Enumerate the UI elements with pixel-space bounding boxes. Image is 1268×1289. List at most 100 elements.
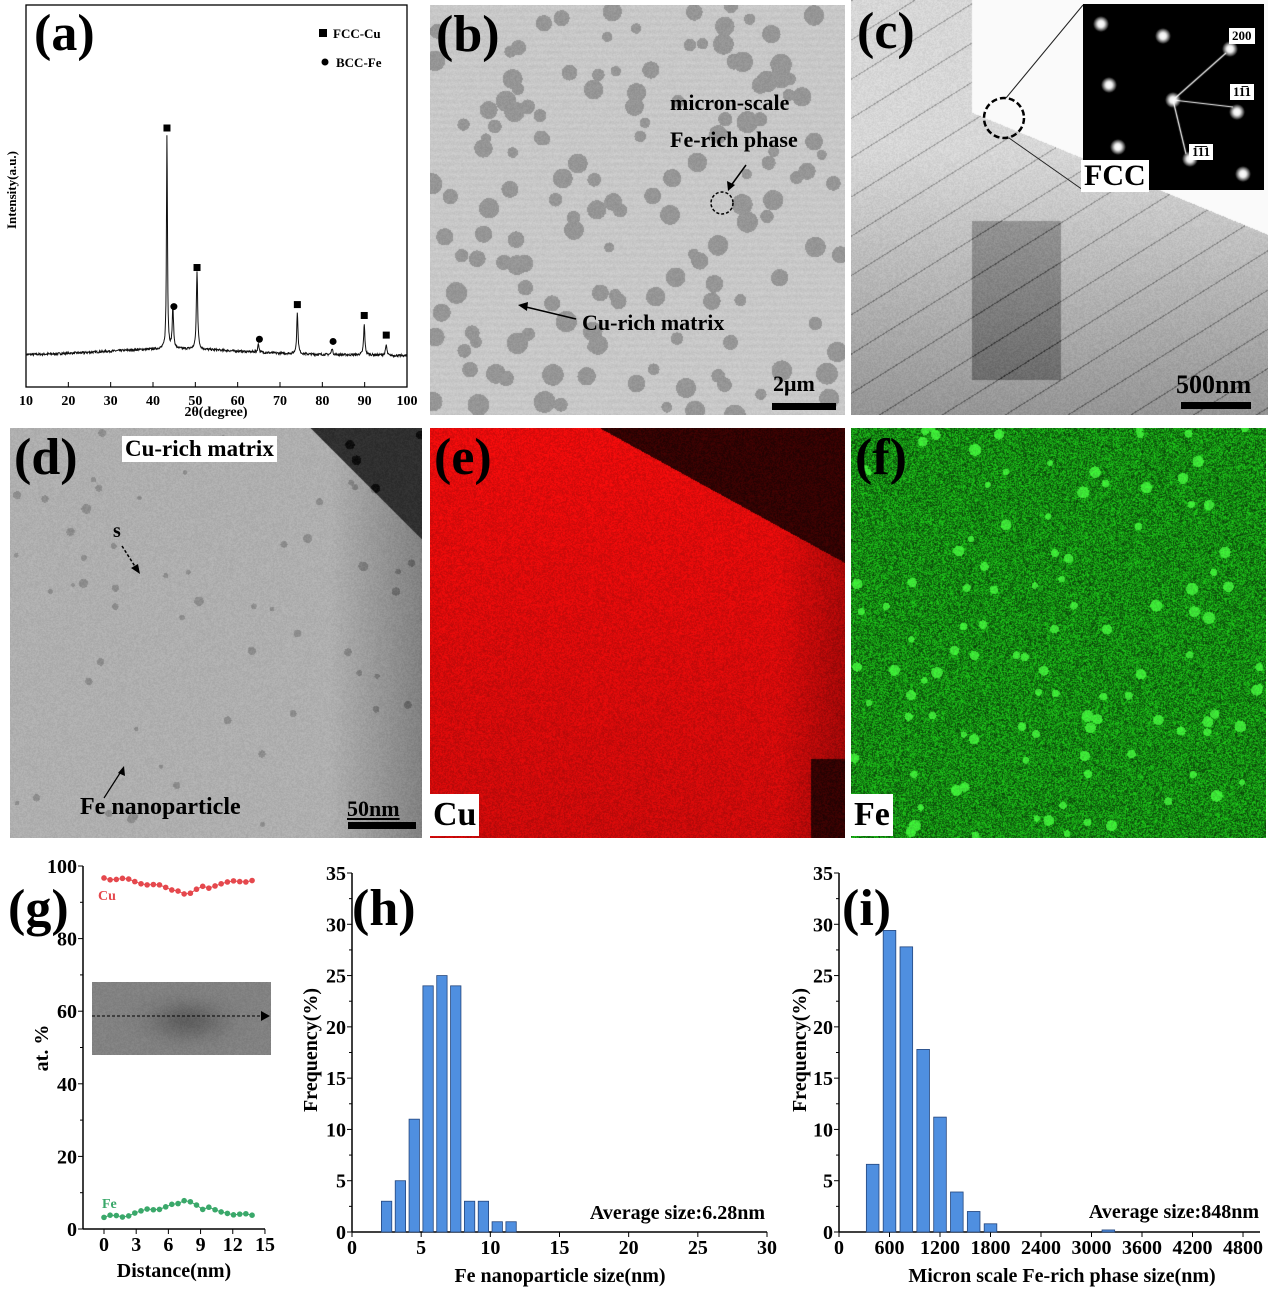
x-tick-label: 5 bbox=[416, 1237, 426, 1259]
y-tick-label: 30 bbox=[813, 914, 833, 936]
series-label-fe: Fe bbox=[102, 1197, 117, 1212]
data-point-fe bbox=[119, 1214, 126, 1220]
data-point-cu bbox=[181, 891, 187, 897]
arrow-head bbox=[118, 766, 125, 776]
x-tick-label: 60 bbox=[231, 394, 245, 409]
data-point-fe bbox=[206, 1204, 212, 1211]
y-tick-label: 80 bbox=[57, 929, 77, 951]
data-point-fe bbox=[218, 1209, 224, 1215]
data-point-fe bbox=[193, 1202, 200, 1208]
data-point-cu bbox=[187, 890, 194, 897]
x-tick-label: 6 bbox=[163, 1234, 173, 1256]
x-tick-label: 3 bbox=[131, 1234, 141, 1256]
annotation-cu-rich-matrix: Cu-rich matrix bbox=[582, 310, 725, 335]
x-tick-label: 15 bbox=[549, 1237, 569, 1259]
scale-bar-label: 500nm bbox=[1176, 370, 1252, 399]
data-point-fe bbox=[169, 1201, 175, 1208]
scale-bar bbox=[772, 403, 836, 410]
data-point-cu bbox=[144, 882, 150, 888]
arrow-head bbox=[518, 302, 528, 311]
y-tick-label: 35 bbox=[326, 863, 346, 885]
x-tick-label: 9 bbox=[196, 1234, 206, 1256]
y-tick-label: 100 bbox=[47, 856, 77, 878]
data-point-cu bbox=[218, 880, 224, 887]
x-tick-label: 3000 bbox=[1072, 1237, 1112, 1259]
data-point-fe bbox=[162, 1204, 169, 1210]
spot-label-200: 200 bbox=[1229, 28, 1255, 44]
spot-label-11-1: 11̅1 bbox=[1230, 84, 1255, 100]
eds-map-cu-panel-e: (e) Cu bbox=[430, 428, 845, 838]
y-tick-label: 20 bbox=[326, 1017, 346, 1039]
plot-frame bbox=[25, 4, 408, 388]
average-size-annotation-i: Average size:848nm bbox=[1089, 1201, 1259, 1223]
histogram-bar bbox=[394, 1180, 407, 1233]
series-line-cu bbox=[103, 877, 253, 895]
x-tick-label: 15 bbox=[255, 1234, 275, 1256]
legend-entry-bcc-fe: BCC-Fe bbox=[336, 55, 382, 70]
series-line-fe bbox=[103, 1200, 253, 1218]
data-point-cu bbox=[230, 878, 237, 884]
data-point-cu bbox=[113, 876, 120, 883]
fcc-cu-peak-marker bbox=[360, 311, 368, 319]
y-tick-label: 30 bbox=[326, 914, 346, 936]
x-axis-label-g: Distance(nm) bbox=[117, 1260, 231, 1282]
histogram-bar bbox=[477, 1200, 490, 1233]
data-point-cu bbox=[224, 879, 231, 885]
x-tick-label: 25 bbox=[688, 1237, 708, 1259]
y-tick-label: 10 bbox=[813, 1119, 833, 1141]
data-point-fe bbox=[187, 1198, 194, 1205]
data-point-cu bbox=[150, 881, 157, 888]
zoom-line bbox=[1008, 137, 1084, 191]
histogram-bar bbox=[380, 1200, 393, 1233]
y-tick-label: 25 bbox=[813, 966, 833, 988]
fcc-cu-peak-marker bbox=[382, 331, 390, 339]
legend-square-marker bbox=[319, 29, 327, 37]
x-tick-label: 2400 bbox=[1021, 1237, 1061, 1259]
x-tick-label: 70 bbox=[273, 394, 287, 409]
y-tick-label: 0 bbox=[67, 1219, 77, 1241]
x-tick-label: 30 bbox=[104, 394, 118, 409]
data-point-fe bbox=[175, 1200, 181, 1207]
data-point-cu bbox=[212, 883, 218, 889]
y-tick-label: 20 bbox=[813, 1017, 833, 1039]
histogram-bar bbox=[505, 1221, 517, 1233]
structure-label: FCC bbox=[1081, 160, 1149, 192]
spot-label-1-1-1: 1̅1̅1 bbox=[1189, 144, 1214, 160]
histogram-bar bbox=[966, 1211, 981, 1233]
dashed-circle bbox=[982, 96, 1026, 140]
panel-label: (c) bbox=[857, 3, 915, 60]
data-point-cu bbox=[169, 887, 175, 893]
y-tick-label: 10 bbox=[326, 1119, 346, 1141]
element-label: Fe bbox=[851, 794, 893, 836]
x-tick-label: 600 bbox=[875, 1237, 905, 1259]
data-point-fe bbox=[181, 1197, 187, 1204]
data-point-fe bbox=[144, 1206, 150, 1212]
x-tick-label: 0 bbox=[99, 1234, 109, 1256]
data-point-fe bbox=[230, 1212, 237, 1218]
panel-label-i: (i) bbox=[842, 880, 891, 937]
y-tick-label: 40 bbox=[57, 1074, 77, 1096]
line-scan-inset-image bbox=[92, 982, 271, 1055]
annotation-micron-scale: micron-scale bbox=[670, 90, 790, 115]
y-tick-label: 5 bbox=[336, 1171, 346, 1193]
particle-label: Fe nanoparticle bbox=[80, 794, 241, 820]
line-scan-arrow bbox=[121, 545, 137, 569]
y-axis-label-a: Intensity(a.u.) bbox=[4, 151, 19, 229]
panel-label-h: (h) bbox=[352, 880, 416, 937]
annotation-fe-rich-phase: Fe-rich phase bbox=[670, 127, 798, 152]
data-point-fe bbox=[113, 1212, 120, 1219]
data-point-fe bbox=[131, 1210, 138, 1216]
panel-label-g: (g) bbox=[8, 880, 69, 937]
zoom-lines bbox=[982, 4, 1084, 191]
x-tick-label: 10 bbox=[19, 394, 33, 409]
histogram-bar bbox=[933, 1116, 947, 1233]
histogram-bar bbox=[463, 1200, 476, 1233]
data-point-fe bbox=[236, 1211, 243, 1217]
x-axis-label-i: Micron scale Fe-rich phase size(nm) bbox=[908, 1265, 1215, 1287]
x-tick-label: 50 bbox=[188, 394, 202, 409]
x-tick-label: 100 bbox=[397, 394, 418, 409]
y-tick-label: 25 bbox=[326, 966, 346, 988]
scale-bar bbox=[1181, 402, 1251, 409]
x-tick-label: 20 bbox=[619, 1237, 639, 1259]
